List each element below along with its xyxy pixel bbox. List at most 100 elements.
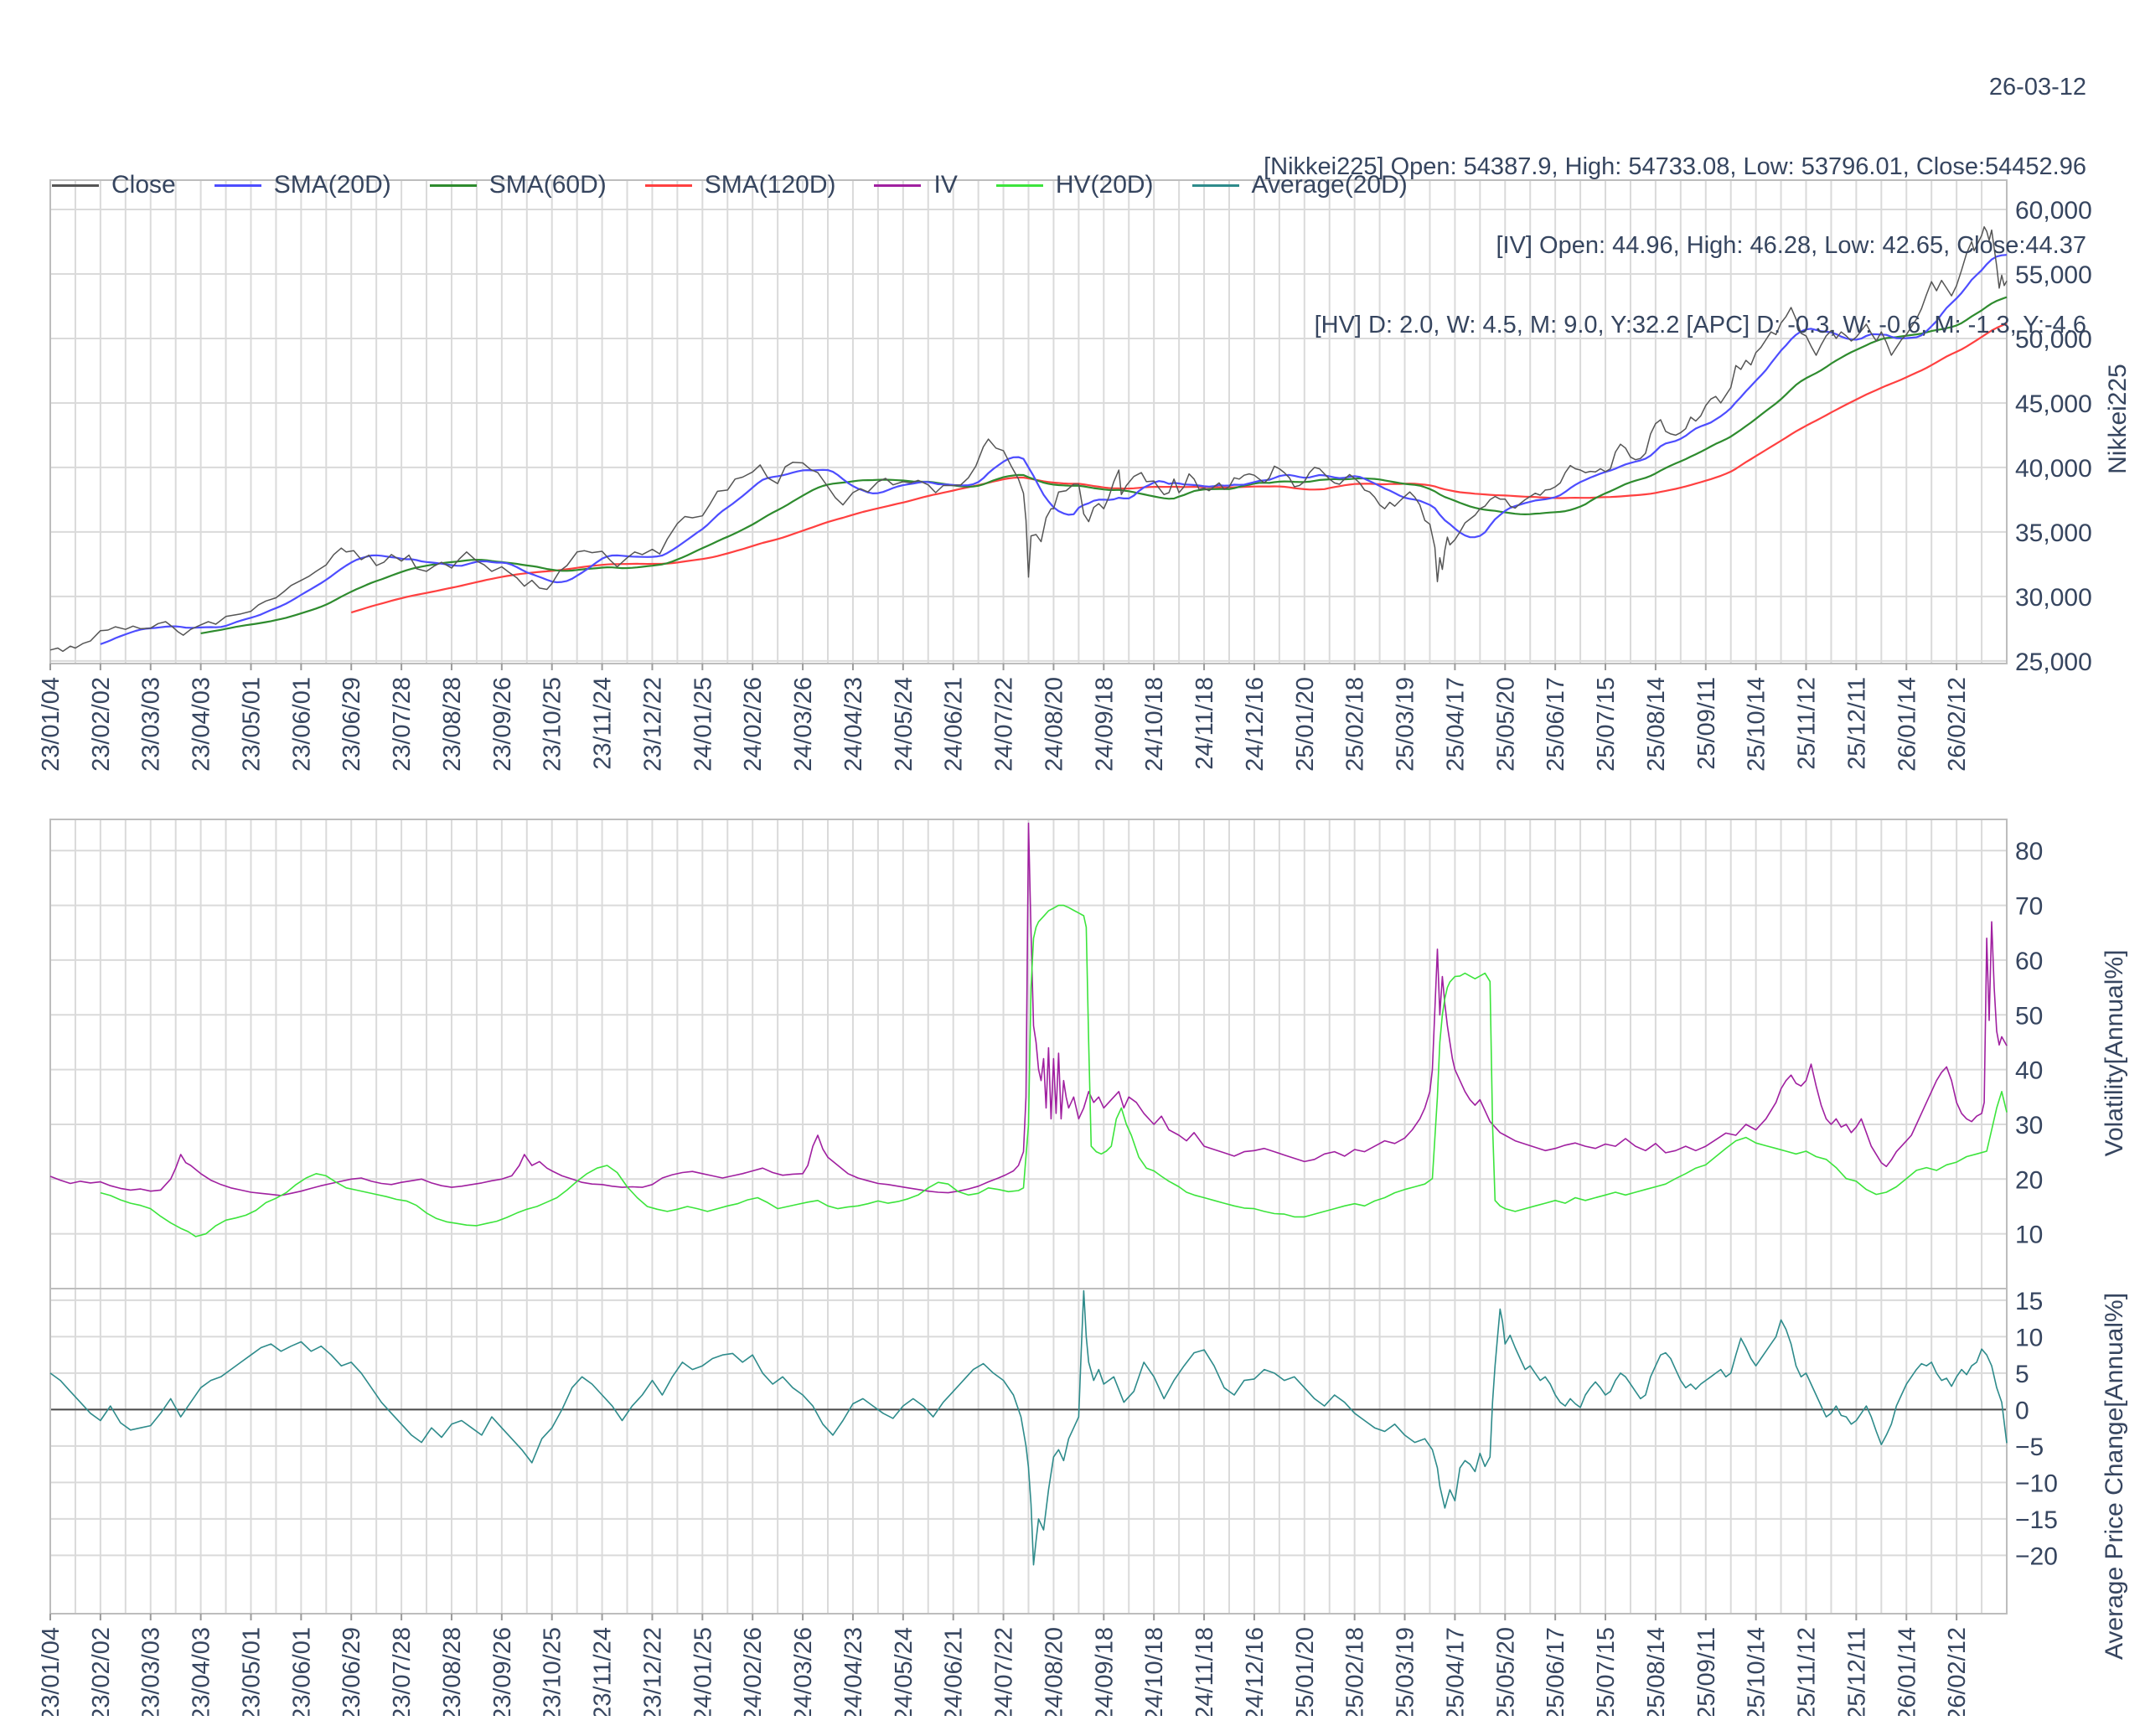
x-tick-label: 25/11/12 <box>1794 1627 1821 1716</box>
legend-item-sma-60d-: SMA(60D) <box>429 171 607 199</box>
x-tick-label: 25/07/15 <box>1593 1627 1620 1716</box>
y-tick-label: 10 <box>2015 1324 2043 1351</box>
x-tick-label: 24/05/24 <box>891 677 917 772</box>
x-tick-label: 25/08/14 <box>1643 677 1670 772</box>
x-tick-label: 23/09/26 <box>489 1627 516 1716</box>
series-line-hv-20d- <box>100 904 2008 1237</box>
x-tick-label: 23/05/01 <box>238 677 265 772</box>
legend-item-average-20d-: Average(20D) <box>1191 171 1408 199</box>
legend-label: SMA(60D) <box>488 171 607 199</box>
x-tick-label: 26/01/14 <box>1894 677 1920 772</box>
x-tick-label: 23/05/01 <box>238 1627 265 1716</box>
x-tick-label: 24/02/26 <box>740 677 767 772</box>
panel-frame-price <box>49 179 2008 664</box>
y-tick-label: −20 <box>2015 1542 2058 1570</box>
x-tick-label: 25/11/12 <box>1794 677 1821 770</box>
x-tick-label: 24/01/25 <box>690 1627 716 1716</box>
x-tick-label: 25/04/17 <box>1442 1627 1469 1716</box>
x-tick-label: 23/02/02 <box>88 1627 115 1716</box>
x-tick-label: 24/04/23 <box>840 1627 867 1716</box>
y-tick-label: 0 <box>2015 1397 2029 1424</box>
y-tick-label: 55,000 <box>2015 261 2092 289</box>
y-tick-label: 45,000 <box>2015 390 2092 418</box>
series-line-close <box>49 225 2008 653</box>
legend-line-swatch <box>995 183 1043 187</box>
legend-line-swatch <box>429 183 477 187</box>
x-tick-label: 25/08/14 <box>1643 1627 1670 1716</box>
x-tick-label: 24/05/24 <box>891 1627 917 1716</box>
x-tick-label: 24/06/21 <box>941 677 968 772</box>
x-tick-label: 24/06/21 <box>941 1627 968 1716</box>
x-tick-label: 25/06/17 <box>1543 677 1569 772</box>
x-tick-label: 23/01/04 <box>38 1627 65 1716</box>
x-tick-label: 24/04/23 <box>840 677 867 772</box>
x-tick-label: 24/01/25 <box>690 677 716 772</box>
y-tick-label: −10 <box>2015 1470 2058 1497</box>
y-tick-label: 30,000 <box>2015 584 2092 612</box>
x-tick-label: 25/10/14 <box>1744 1627 1770 1716</box>
y-tick-label: 60,000 <box>2015 197 2092 225</box>
x-tick-label: 23/01/04 <box>38 677 65 772</box>
x-tick-label: 23/04/03 <box>189 677 215 772</box>
legend-label: SMA(20D) <box>273 171 391 199</box>
x-tick-label: 24/03/26 <box>790 1627 817 1716</box>
x-tick-label: 25/05/20 <box>1492 677 1519 772</box>
ohlc-header: 26-03-12 [Nikkei225] Open: 54387.9, High… <box>1264 22 2086 391</box>
x-tick-label: 24/02/26 <box>740 1627 767 1716</box>
x-tick-label: 23/08/28 <box>439 677 466 772</box>
panel-frame-apc <box>49 1288 2008 1615</box>
x-tick-label: 23/03/03 <box>138 677 165 772</box>
x-tick-label: 23/07/28 <box>389 1627 416 1716</box>
x-tick-label: 23/11/24 <box>590 1627 617 1716</box>
x-tick-label: 24/10/18 <box>1141 677 1168 772</box>
x-tick-label: 25/02/18 <box>1342 1627 1369 1716</box>
x-tick-label: 23/10/25 <box>540 677 566 772</box>
x-tick-label: 24/11/18 <box>1191 677 1218 770</box>
x-tick-label: 25/02/18 <box>1342 677 1369 772</box>
legend-label: IV <box>933 171 958 199</box>
x-tick-label: 25/03/19 <box>1393 677 1419 772</box>
x-tick-label: 25/06/17 <box>1543 1627 1569 1716</box>
x-tick-label: 23/12/22 <box>639 1627 666 1716</box>
legend-line-swatch <box>644 183 692 187</box>
x-tick-label: 24/09/18 <box>1091 677 1118 772</box>
y-tick-label: 50 <box>2015 1002 2043 1030</box>
header-iv-ohlc: [IV] Open: 44.96, High: 46.28, Low: 42.6… <box>1496 232 2086 259</box>
y-axis-title-avg-price-change: Average Price Change[Annual%] <box>2101 1292 2128 1661</box>
legend-line-swatch <box>214 183 261 187</box>
y-tick-label: 15 <box>2015 1288 2043 1315</box>
legend-item-close: Close <box>52 171 176 199</box>
x-tick-label: 25/12/11 <box>1843 1627 1870 1716</box>
x-tick-label: 25/09/11 <box>1693 677 1720 770</box>
y-tick-label: 70 <box>2015 893 2043 921</box>
x-tick-label: 23/04/03 <box>189 1627 215 1716</box>
x-tick-label: 24/07/22 <box>991 677 1018 772</box>
x-tick-label: 25/07/15 <box>1593 677 1620 772</box>
legend-item-sma-20d-: SMA(20D) <box>214 171 391 199</box>
x-tick-label: 23/06/01 <box>288 1627 315 1716</box>
x-tick-label: 23/10/25 <box>540 1627 566 1716</box>
legend-label: HV(20D) <box>1055 171 1154 199</box>
x-tick-label: 23/03/03 <box>138 1627 165 1716</box>
x-tick-label: 25/01/20 <box>1292 677 1319 772</box>
x-tick-label: 25/09/11 <box>1693 1627 1720 1716</box>
y-tick-label: 35,000 <box>2015 519 2092 547</box>
legend-item-iv: IV <box>874 171 958 199</box>
x-tick-label: 24/12/16 <box>1242 1627 1269 1716</box>
legend-line-swatch <box>52 183 99 187</box>
y-tick-label: 5 <box>2015 1361 2029 1388</box>
x-tick-label: 25/12/11 <box>1843 677 1870 770</box>
y-tick-label: 40 <box>2015 1057 2043 1085</box>
y-tick-label: 80 <box>2015 838 2043 865</box>
header-nikkei-ohlc: [Nikkei225] Open: 54387.9, High: 54733.0… <box>1264 152 2086 180</box>
x-tick-label: 23/08/28 <box>439 1627 466 1716</box>
legend-item-hv-20d-: HV(20D) <box>995 171 1154 199</box>
legend-line-swatch <box>874 183 922 187</box>
x-tick-label: 24/11/18 <box>1191 1627 1218 1716</box>
header-hv-apc: [HV] D: 2.0, W: 4.5, M: 9.0, Y:32.2 [APC… <box>1314 311 2086 338</box>
x-tick-label: 23/06/29 <box>339 1627 365 1716</box>
legend-line-swatch <box>1191 183 1239 187</box>
x-tick-label: 25/04/17 <box>1442 677 1469 772</box>
y-tick-label: −15 <box>2015 1506 2058 1534</box>
